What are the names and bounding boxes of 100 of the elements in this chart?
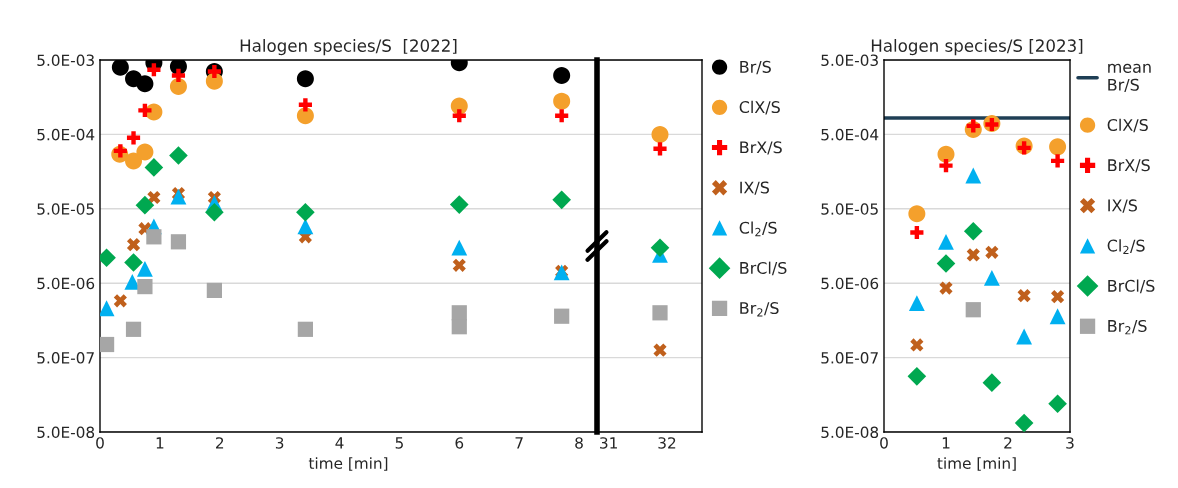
y-tick-label: 5.0E-08 (37, 426, 95, 439)
point (452, 109, 466, 123)
point (1049, 308, 1066, 325)
x-tick-label: 1 (942, 437, 950, 449)
legend-label: IX/S (740, 181, 770, 195)
legend-label: BrX/S (1108, 159, 1150, 173)
x-tick-label: 5 (395, 437, 403, 449)
legend-label: Br$_{2}$/S (740, 301, 779, 317)
point (939, 281, 953, 295)
chart-title: Halogen species/S [2023] (871, 39, 1083, 56)
point (908, 205, 926, 223)
point (126, 238, 141, 252)
point (908, 295, 925, 312)
legend-label: Br/S (740, 60, 771, 75)
point (1016, 328, 1033, 345)
point (296, 70, 314, 88)
point (126, 131, 141, 145)
point (136, 75, 154, 93)
y-tick-label: 5.0E-04 (37, 128, 95, 141)
x-tick-label: 7 (515, 437, 523, 449)
y-tick-label: 5.0E-04 (821, 128, 879, 141)
point (936, 254, 956, 273)
point (125, 152, 143, 170)
x-tick-label: 3 (275, 437, 284, 449)
x-tick-label: 2 (216, 437, 224, 449)
point (298, 98, 312, 112)
point (113, 144, 127, 158)
legend-label: ClX/S (739, 100, 780, 115)
point (169, 146, 188, 165)
point (982, 373, 1002, 393)
point (1048, 394, 1067, 414)
point (113, 294, 127, 308)
point (451, 319, 467, 335)
legend-label: ClX/S (1107, 118, 1148, 133)
point (297, 321, 313, 337)
x-tick-label: 2 (1004, 437, 1012, 449)
point (144, 158, 164, 177)
point (910, 338, 924, 352)
x-tick-label: 32 (658, 437, 676, 449)
y-tick-label: 5.0E-03 (37, 54, 94, 67)
point (963, 221, 983, 241)
point (1014, 413, 1034, 432)
point (1049, 138, 1067, 156)
point (553, 66, 571, 84)
y-tick-label: 5.0E-08 (821, 426, 879, 439)
point (138, 103, 152, 118)
point (451, 305, 467, 321)
point (125, 321, 142, 337)
x-tick-label: 0 (96, 437, 104, 449)
point (296, 107, 314, 125)
point (1051, 290, 1065, 304)
y-tick-label: 5.0E-05 (821, 203, 878, 215)
legend-label: mean Br/S (1108, 63, 1151, 93)
point (1017, 289, 1031, 303)
y-tick-label: 5.0E-03 (821, 54, 878, 67)
point (170, 234, 187, 250)
point (1051, 154, 1065, 168)
y-tick-label: 5.0E-06 (37, 277, 95, 290)
point (910, 225, 924, 240)
point (124, 253, 143, 272)
x-tick-label: 31 (600, 437, 617, 449)
point (965, 302, 981, 318)
x-tick-label: 8 (575, 437, 583, 449)
point (111, 60, 129, 76)
point (449, 195, 469, 214)
x-tick-label: 1 (156, 437, 164, 449)
point (1017, 141, 1031, 155)
point (552, 190, 571, 210)
point (147, 63, 161, 77)
point (966, 248, 980, 262)
point (170, 188, 187, 205)
point (937, 145, 955, 163)
y-tick-label: 5.0E-05 (37, 203, 94, 215)
point (554, 308, 570, 324)
point (966, 119, 980, 133)
point (965, 167, 982, 184)
y-tick-label: 5.0E-07 (37, 352, 94, 364)
point (983, 269, 1000, 286)
point (135, 195, 155, 215)
point (296, 202, 315, 222)
point (136, 260, 153, 277)
point (985, 245, 999, 259)
legend-label: BrCl/S (740, 261, 787, 276)
legend-label: IX/S (1108, 199, 1138, 213)
x-axis-title: time [min] (308, 457, 388, 471)
point (205, 202, 224, 222)
y-tick-label: 5.0E-07 (821, 352, 878, 364)
point (907, 367, 927, 386)
legend-label: Br$_{2}$/S (1108, 319, 1147, 335)
point (451, 239, 468, 256)
x-tick-label: 0 (880, 437, 888, 449)
y-tick-label: 5.0E-06 (821, 277, 879, 290)
point (938, 233, 954, 250)
point (297, 218, 314, 235)
legend-label: Cl$_{2}$/S (739, 221, 777, 237)
legend-label: BrX/S (740, 141, 782, 155)
point (555, 109, 569, 123)
point (171, 68, 186, 83)
legend-label: BrCl/S (1108, 279, 1155, 294)
point (136, 143, 154, 161)
